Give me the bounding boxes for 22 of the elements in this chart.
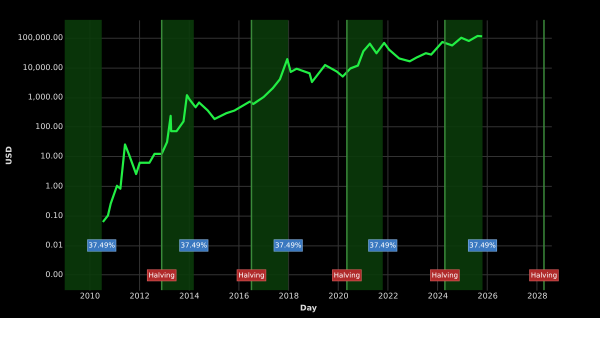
x-tick-label: 2014 [179,292,200,301]
x-tick-label: 2022 [378,292,398,301]
x-tick-label: 2018 [278,292,299,301]
y-tick-label: 0.01 [45,240,64,250]
line-series [102,34,484,224]
y-tick-label: 0.00 [45,270,64,280]
y-tick-label: 0.10 [45,210,64,220]
x-axis-title: Day [300,303,318,312]
y-tick-label: 1,000.00 [28,92,64,102]
x-tick-label: 2024 [428,292,448,301]
y-tick-label: 1.00 [45,181,64,190]
x-tick-label: 2012 [129,292,150,301]
y-axis-title: USD [4,146,14,165]
x-tick-label: 2020 [328,292,349,301]
y-tick-label: 100.00 [35,122,64,132]
x-tick-label: 2026 [478,292,498,301]
y-tick-label: 100,000.00 [18,33,64,42]
x-tick-label: 2016 [228,292,250,301]
y-tick-label: 10,000.00 [22,62,64,72]
x-tick-label: 2010 [80,292,100,301]
x-tick-label: 2028 [527,292,548,301]
y-tick-label: 10.00 [40,152,64,161]
